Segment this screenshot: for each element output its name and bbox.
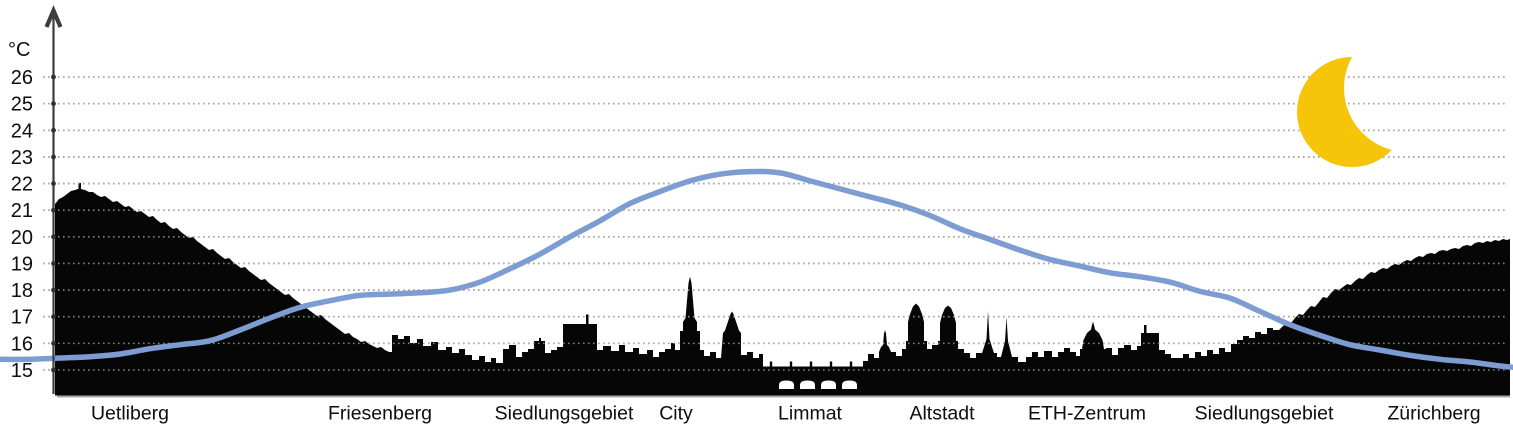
x-axis-label-0: Uetliberg — [91, 403, 169, 425]
axis-tick-dot-19 — [51, 261, 56, 266]
temperature-line — [0, 168, 1513, 371]
y-axis: °C 26 25 24 23 22 21 20 19 18 17 16 15 — [8, 5, 63, 394]
axis-tick-dot-21 — [51, 207, 56, 213]
limmat-bridge — [763, 361, 867, 390]
bridge-deck — [763, 366, 867, 378]
y-tick-label-18: 18 — [11, 280, 33, 302]
axis-tick-dot-26 — [51, 74, 56, 80]
y-tick-label-15: 15 — [11, 360, 33, 382]
x-axis-label-7: Siedlungsgebiet — [1195, 403, 1334, 425]
y-tick-label-16: 16 — [11, 333, 33, 355]
y-tick-label-17: 17 — [11, 307, 33, 329]
x-axis-label-1: Friesenberg — [328, 403, 432, 425]
bridge-railing-posts — [769, 361, 853, 367]
y-tick-label-25: 25 — [11, 94, 33, 116]
axis-tick-dot-23 — [51, 154, 56, 160]
x-axis-label-2: Siedlungsgebiet — [495, 403, 634, 425]
axis-tick-dot-17 — [51, 314, 56, 320]
y-tick-label-22: 22 — [11, 174, 33, 196]
x-axis-label-3: City — [659, 403, 693, 425]
y-axis-tick-labels: 26 25 24 23 22 21 20 19 18 17 16 15 — [11, 67, 33, 382]
y-axis-tick-dots — [51, 74, 56, 373]
axis-tick-dot-20 — [51, 234, 56, 240]
bridge-arches — [779, 380, 857, 390]
axis-tick-dot-25 — [51, 101, 56, 107]
y-tick-label-19: 19 — [11, 253, 33, 275]
crescent-moon-icon — [1297, 57, 1407, 167]
x-axis-labels: Uetliberg Friesenberg Siedlungsgebiet City L… — [91, 403, 1481, 425]
ground-shadow — [57, 395, 1510, 398]
axis-tick-dot-16 — [51, 340, 56, 346]
y-axis-unit-label: °C — [8, 39, 30, 61]
y-tick-label-20: 20 — [11, 227, 33, 249]
x-axis-label-5: Altstadt — [909, 403, 975, 425]
x-axis-label-4: Limmat — [778, 403, 843, 425]
axis-tick-dot-24 — [51, 127, 56, 133]
y-tick-label-24: 24 — [11, 120, 33, 142]
ground-band — [55, 389, 1510, 396]
y-tick-label-23: 23 — [11, 147, 33, 169]
y-tick-label-21: 21 — [11, 200, 33, 222]
axis-tick-dot-18 — [51, 287, 56, 293]
x-axis-label-6: ETH-Zentrum — [1028, 403, 1146, 425]
city-skyline-silhouette — [55, 183, 1510, 395]
gridlines-overlay — [43, 76, 1508, 371]
y-tick-label-26: 26 — [11, 67, 33, 89]
axis-tick-dot-15 — [51, 367, 56, 373]
y-axis-arrow-icon — [44, 5, 63, 28]
axis-tick-dot-22 — [51, 181, 56, 186]
x-axis-label-8: Zürichberg — [1387, 403, 1480, 425]
